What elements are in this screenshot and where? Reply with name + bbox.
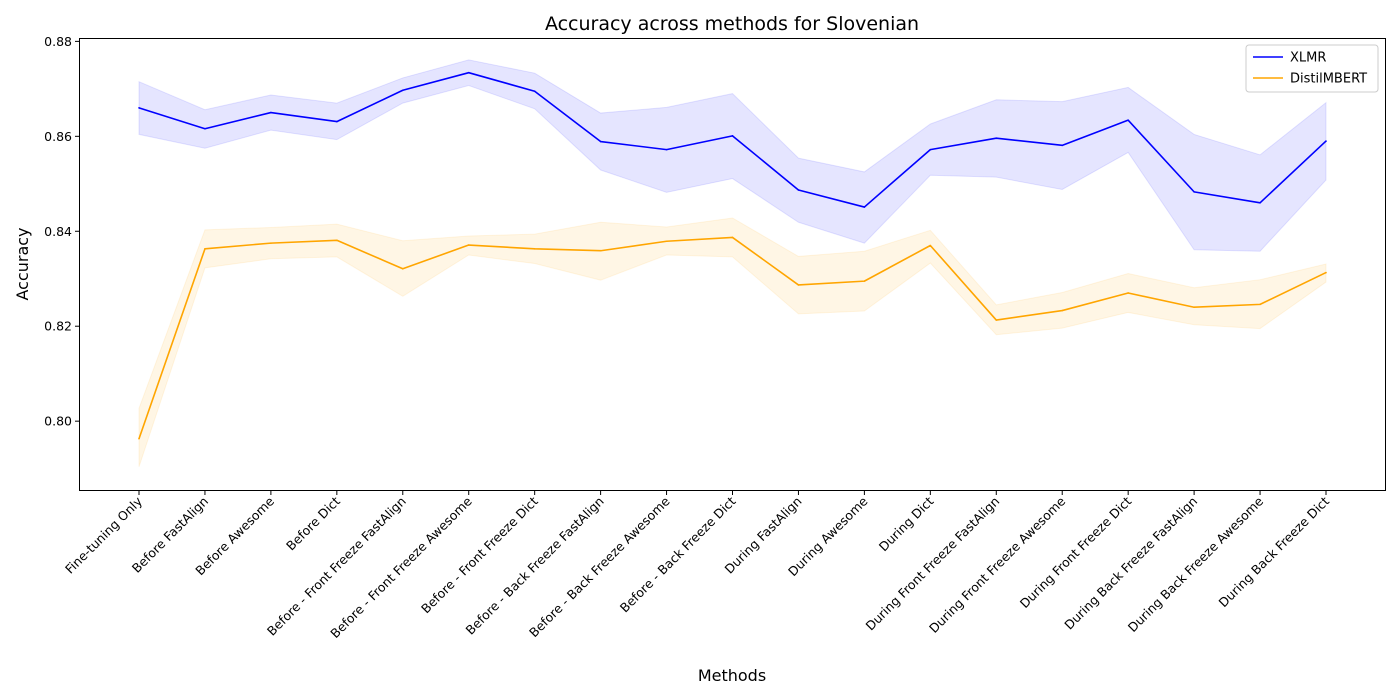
y-tick-label: 0.86 [44,129,72,144]
y-tick-label: 0.84 [44,224,72,239]
legend: XLMR DistilMBERT [1245,44,1379,93]
point-distilmbert-5 [467,244,470,246]
point-distilmbert-3 [336,239,338,242]
point-xlmr-2 [270,111,272,114]
point-xlmr-1 [204,127,206,130]
point-xlmr-8 [665,148,668,151]
point-xlmr-6 [533,90,536,93]
point-xlmr-18 [1325,140,1327,142]
point-distilmbert-16 [1193,306,1195,309]
point-distilmbert-9 [731,236,734,239]
point-distilmbert-0 [138,437,140,440]
point-xlmr-0 [138,107,140,109]
point-distilmbert-1 [204,248,206,250]
point-distilmbert-2 [270,242,272,244]
point-distilmbert-10 [797,284,800,286]
point-distilmbert-11 [863,280,866,282]
chart-title: Accuracy across methods for Slovenian [545,13,919,35]
point-xlmr-4 [401,89,404,92]
point-xlmr-3 [336,120,338,123]
point-xlmr-15 [1127,119,1129,121]
band-distilmbert [138,217,1327,467]
point-distilmbert-6 [533,248,536,250]
point-xlmr-9 [731,135,734,137]
legend-label-distilmbert: DistilMBERT [1290,72,1367,87]
legend-label-xlmr: XLMR [1290,51,1326,66]
point-distilmbert-14 [1061,309,1064,312]
confidence-bands [138,59,1327,467]
x-axis-title: Methods [698,666,766,685]
y-tick-label: 0.80 [44,414,72,429]
y-tick-label: 0.82 [44,319,72,334]
point-xlmr-11 [863,206,866,208]
series-lines [138,71,1327,440]
point-distilmbert-4 [401,267,404,270]
point-xlmr-16 [1193,191,1195,193]
band-xlmr [138,59,1327,252]
y-axis: 0.80 0.82 0.84 0.86 0.88 [44,34,80,429]
y-tick-label: 0.88 [44,34,72,49]
point-xlmr-7 [599,140,602,143]
point-distilmbert-8 [665,240,668,243]
point-xlmr-13 [995,137,998,140]
point-xlmr-5 [467,71,470,74]
y-axis-title: Accuracy [13,227,32,300]
point-distilmbert-13 [995,319,998,321]
point-distilmbert-18 [1325,271,1327,274]
point-distilmbert-17 [1259,303,1261,306]
point-xlmr-14 [1061,144,1064,147]
point-xlmr-10 [797,189,800,191]
point-xlmr-17 [1259,201,1261,204]
point-distilmbert-7 [599,249,602,252]
point-xlmr-12 [929,148,932,151]
point-distilmbert-12 [929,244,932,247]
point-distilmbert-15 [1127,292,1129,294]
